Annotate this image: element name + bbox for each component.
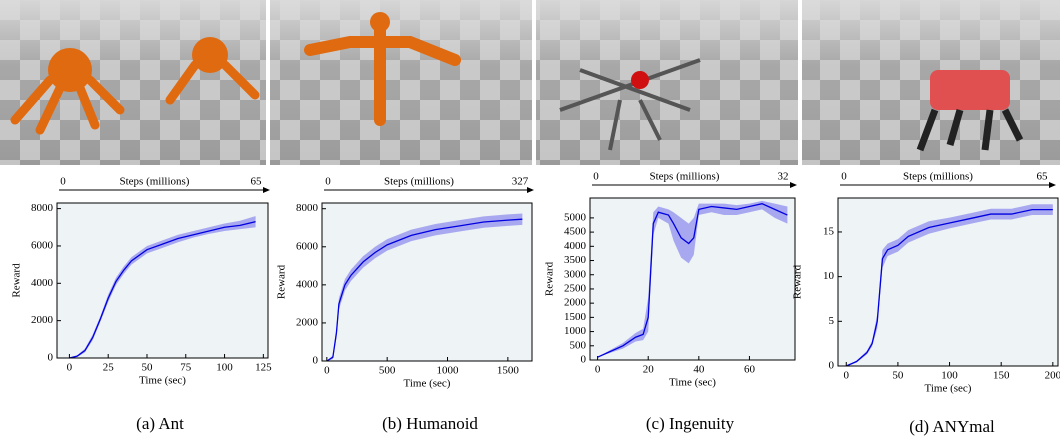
x-tick-label: 0 — [844, 370, 850, 382]
y-tick-label: 1000 — [564, 325, 587, 337]
steps-label: Steps (millions) — [384, 176, 454, 188]
steps-arrowhead — [263, 187, 270, 193]
steps-start: 0 — [841, 171, 847, 183]
steps-start: 0 — [60, 176, 66, 188]
x-tick-label: 0 — [595, 364, 601, 376]
steps-end: 65 — [1037, 171, 1049, 183]
y-tick-label: 10 — [823, 270, 835, 282]
y-tick-label: 15 — [823, 225, 835, 237]
y-tick-label: 2000 — [296, 316, 319, 328]
x-axis-label: Time (sec) — [669, 377, 716, 389]
x-axis-label: Time (sec) — [139, 375, 186, 387]
x-tick-label: 75 — [180, 362, 192, 374]
steps-label: Steps (millions) — [650, 171, 720, 183]
steps-label: Steps (millions) — [120, 176, 190, 188]
x-tick-label: 1000 — [437, 365, 460, 377]
y-tick-label: 8000 — [31, 202, 54, 214]
x-tick-label: 150 — [993, 370, 1010, 382]
steps-arrowhead — [527, 187, 534, 193]
x-tick-label: 500 — [379, 365, 396, 377]
y-tick-label: 4500 — [564, 226, 587, 238]
y-tick-label: 8000 — [296, 202, 319, 214]
y-tick-label: 0 — [581, 354, 587, 366]
y-tick-label: 500 — [570, 339, 587, 351]
x-tick-label: 100 — [216, 362, 233, 374]
y-tick-label: 1500 — [564, 311, 587, 323]
steps-arrowhead — [790, 182, 797, 188]
steps-end: 65 — [251, 176, 263, 188]
y-tick-label: 2000 — [564, 297, 587, 309]
x-axis-label: Time (sec) — [925, 383, 972, 395]
x-tick-label: 20 — [643, 364, 655, 376]
x-tick-label: 60 — [744, 364, 756, 376]
y-axis-label: Reward — [544, 261, 556, 296]
x-tick-label: 0 — [67, 362, 73, 374]
x-tick-label: 1500 — [497, 365, 520, 377]
figure: 025507510012502000400060008000Time (sec)… — [0, 0, 1060, 442]
x-tick-label: 50 — [892, 370, 904, 382]
x-tick-label: 50 — [141, 362, 153, 374]
x-axis-label: Time (sec) — [404, 378, 451, 390]
y-tick-label: 2000 — [31, 314, 54, 326]
x-tick-label: 40 — [693, 364, 705, 376]
y-tick-label: 2500 — [564, 282, 587, 294]
caption: (c) Ingenuity — [646, 414, 735, 433]
steps-label: Steps (millions) — [903, 171, 973, 183]
caption: (d) ANYmal — [909, 417, 995, 436]
steps-start: 0 — [325, 176, 331, 188]
y-tick-label: 4000 — [564, 240, 587, 252]
x-tick-label: 0 — [324, 365, 330, 377]
y-tick-label: 4000 — [296, 278, 319, 290]
y-tick-label: 5000 — [564, 211, 587, 223]
y-axis-label: Reward — [276, 264, 288, 299]
y-tick-label: 3000 — [564, 268, 587, 280]
y-tick-label: 6000 — [296, 240, 319, 252]
steps-start: 0 — [593, 171, 599, 183]
sim-images — [0, 0, 1060, 165]
y-tick-label: 0 — [829, 360, 835, 372]
y-axis-label: Reward — [792, 264, 804, 299]
y-axis-label: Reward — [11, 263, 23, 298]
y-tick-label: 6000 — [31, 239, 54, 251]
x-tick-label: 125 — [255, 362, 272, 374]
caption: (a) Ant — [136, 414, 184, 433]
x-tick-label: 25 — [103, 362, 115, 374]
x-tick-label: 100 — [941, 370, 958, 382]
steps-end: 32 — [778, 171, 789, 183]
caption: (b) Humanoid — [382, 414, 478, 433]
steps-arrowhead — [1049, 182, 1056, 188]
steps-end: 327 — [512, 176, 529, 188]
y-tick-label: 4000 — [31, 277, 54, 289]
y-tick-label: 5 — [829, 315, 835, 327]
y-tick-label: 0 — [313, 355, 319, 367]
y-tick-label: 0 — [48, 352, 54, 364]
y-tick-label: 3500 — [564, 254, 587, 266]
x-tick-label: 200 — [1045, 370, 1060, 382]
